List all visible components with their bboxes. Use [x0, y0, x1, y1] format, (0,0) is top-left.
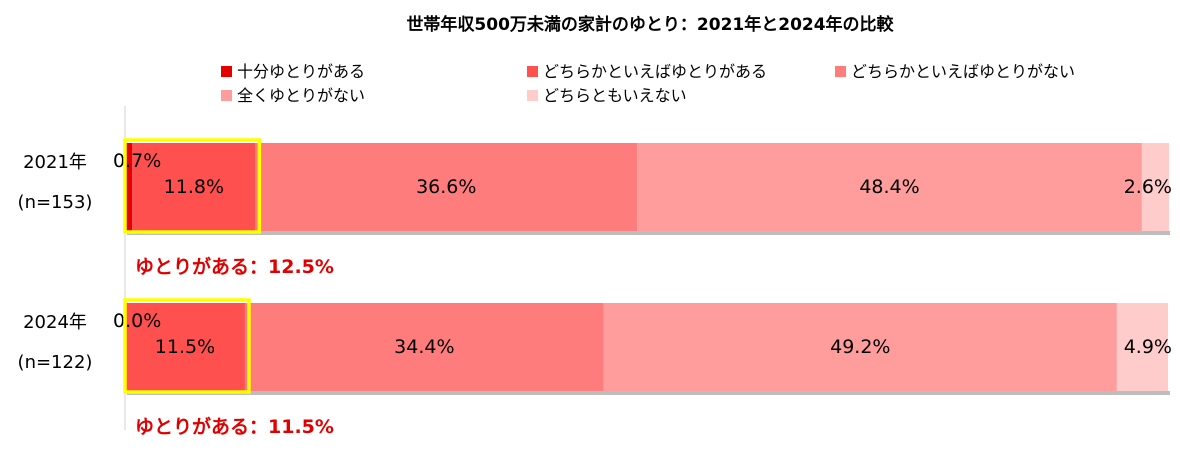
data-label: 48.4%	[859, 176, 919, 198]
bar-segment	[125, 143, 133, 231]
legend-swatch	[527, 90, 538, 101]
row-n-label: (n=122)	[18, 352, 93, 373]
bar-segment	[1141, 143, 1170, 231]
chart-legend: 十分ゆとりがある どちらかといえばゆとりがある どちらかといえばゆとりがない全くゆと…	[221, 62, 1075, 105]
legend-swatch	[221, 90, 232, 101]
highlight-box	[123, 298, 251, 394]
summary-label: ゆとりがある：12.5%	[135, 255, 334, 278]
bar-segment	[125, 303, 245, 391]
bar-segment	[1116, 303, 1168, 391]
data-label: 0.7%	[113, 150, 161, 172]
legend-swatch	[221, 66, 232, 77]
data-label: 2.6%	[1124, 176, 1172, 198]
legend-swatch	[835, 66, 846, 77]
bars-layer	[124, 106, 1170, 430]
legend-label: どちらかといえばゆとりがない	[851, 62, 1075, 81]
row-year-label: 2021年	[23, 152, 87, 173]
legend-label: どちらともいえない	[543, 86, 687, 105]
data-label: 11.8%	[164, 176, 224, 198]
data-label: 34.4%	[394, 336, 454, 358]
legend-label: 全くゆとりがない	[237, 86, 365, 105]
bar-shadow	[127, 391, 1170, 395]
bar-segment	[255, 143, 638, 231]
data-label: 4.9%	[1124, 336, 1172, 358]
data-label: 11.5%	[155, 336, 215, 358]
chart-title: 世帯年収500万未満の家計のゆとり：2021年と2024年の比較	[406, 14, 894, 35]
data-label: 0.0%	[113, 310, 161, 332]
bar-segment	[132, 143, 256, 231]
summary-label: ゆとりがある：11.5%	[135, 415, 334, 438]
row-year-label: 2024年	[23, 312, 87, 333]
bar-shadow	[127, 231, 1170, 235]
highlight-box	[123, 138, 262, 234]
bar-segment	[603, 303, 1117, 391]
legend-label: どちらかといえばゆとりがある	[543, 62, 767, 81]
data-label: 36.6%	[416, 176, 476, 198]
data-label: 49.2%	[830, 336, 890, 358]
bar-segment	[244, 303, 604, 391]
legend-swatch	[527, 66, 538, 77]
bar-segment	[637, 143, 1142, 231]
labels-layer: 2021年 (n=153) 0.7%11.8% 36.6% 48.4% 2.6% ゆとりがあ…	[18, 138, 1172, 438]
legend-label: 十分ゆとりがある	[237, 62, 365, 81]
row-n-label: (n=153)	[18, 192, 93, 213]
